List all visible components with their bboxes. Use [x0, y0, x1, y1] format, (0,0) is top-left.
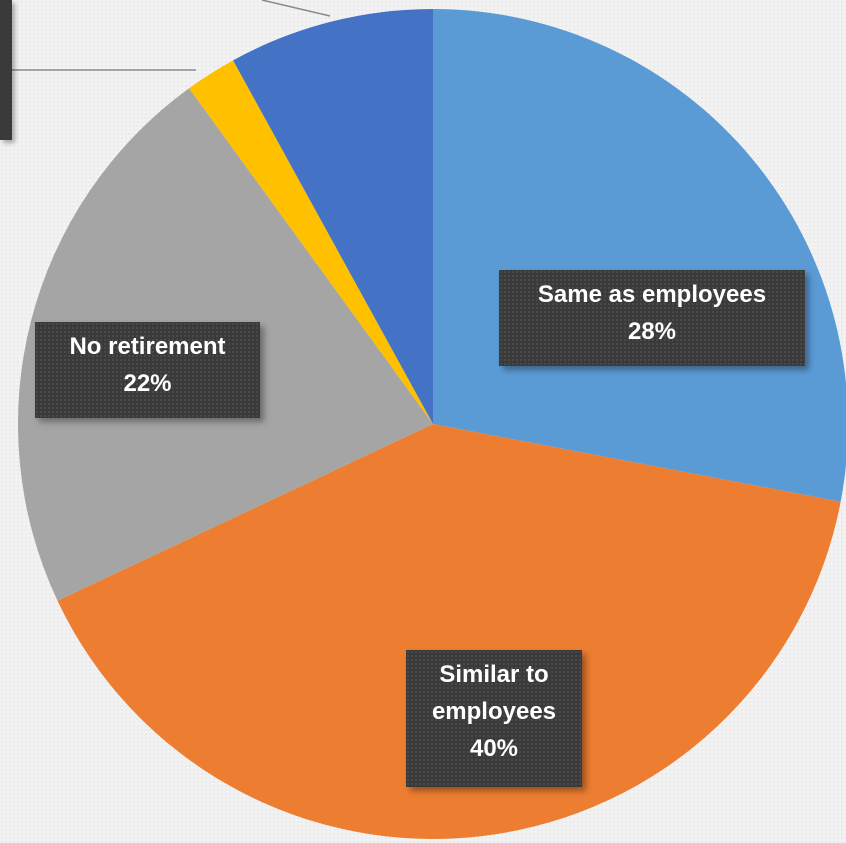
data-label-category: Similar to — [439, 661, 549, 688]
data-label-category: Same as employees — [537, 281, 767, 308]
pie-slice-same-as-employees — [433, 9, 846, 502]
data-label-same-as-employees: Same as employees 28% — [499, 270, 805, 366]
data-label-similar-to-employees: Similar to employees 40% — [406, 650, 582, 787]
cut-off-data-label — [0, 0, 12, 140]
leader-line — [261, 0, 331, 17]
pie-slice-unlabeled-3 — [189, 60, 433, 424]
data-label-percent: 40% — [469, 735, 519, 763]
data-label-percent: 28% — [627, 318, 677, 346]
data-label-category-2: employees — [431, 698, 557, 726]
data-label-category: No retirement — [69, 333, 226, 360]
data-label-percent: 22% — [123, 370, 172, 398]
pie-slice-similar-to-employees — [57, 424, 841, 839]
pie-slice-unlabeled-4 — [233, 9, 433, 424]
data-label-no-retirement: No retirement 22% — [35, 322, 260, 418]
